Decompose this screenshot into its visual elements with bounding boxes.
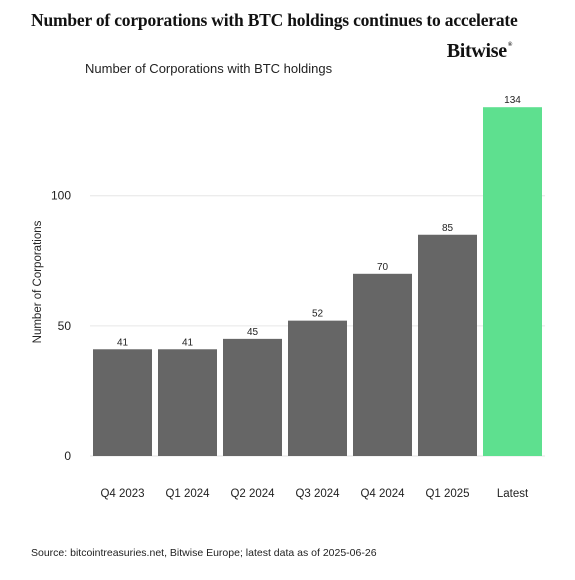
bars: [93, 107, 542, 457]
x-tick-label: Q4 2024: [360, 488, 405, 500]
y-tick-label: 100: [51, 189, 71, 203]
y-tick-label: 0: [64, 449, 71, 463]
y-axis-label: Number of Corporations: [32, 220, 44, 343]
chart-title: Number of Corporations with BTC holdings: [85, 61, 333, 76]
bar-q1-2024: [158, 349, 217, 456]
headline: Number of corporations with BTC holdings…: [31, 10, 518, 30]
data-label: 70: [377, 262, 389, 273]
x-tick-label: Q3 2024: [295, 488, 340, 500]
x-tick-label: Latest: [497, 488, 529, 500]
data-label: 41: [182, 337, 194, 348]
brand-registered-mark: ®: [507, 42, 513, 48]
data-label: 134: [504, 95, 521, 106]
y-tick-label: 50: [58, 319, 72, 333]
x-tick-label: Q4 2023: [100, 488, 144, 500]
brand-name: Bitwise: [446, 40, 507, 62]
x-tick-label: Q2 2024: [230, 488, 275, 500]
x-tick-label: Q1 2024: [165, 488, 210, 500]
data-label: 85: [442, 223, 454, 234]
y-axis-ticks: 0 50 100: [51, 189, 71, 463]
data-label: 45: [247, 327, 259, 338]
x-axis-ticks: Q4 2023 Q1 2024 Q2 2024 Q3 2024 Q4 2024 Q1 20…: [100, 488, 529, 500]
x-tick-label: Q1 2025: [425, 488, 469, 500]
bar-q4-2023: [93, 349, 152, 456]
bitwise-logo: Bitwise®: [446, 40, 513, 63]
bar-q4-2024: [353, 273, 412, 456]
bar-q1-2025: [418, 234, 477, 456]
bar-q2-2024: [223, 338, 282, 456]
data-label: 41: [117, 337, 129, 348]
bar-latest: [483, 107, 542, 457]
data-labels: 41 41 45 52 70 85 134: [117, 95, 521, 348]
data-label: 52: [312, 309, 324, 320]
bar-q3-2024: [288, 320, 347, 456]
source-note: Source: bitcointreasuries.net, Bitwise E…: [31, 547, 377, 559]
